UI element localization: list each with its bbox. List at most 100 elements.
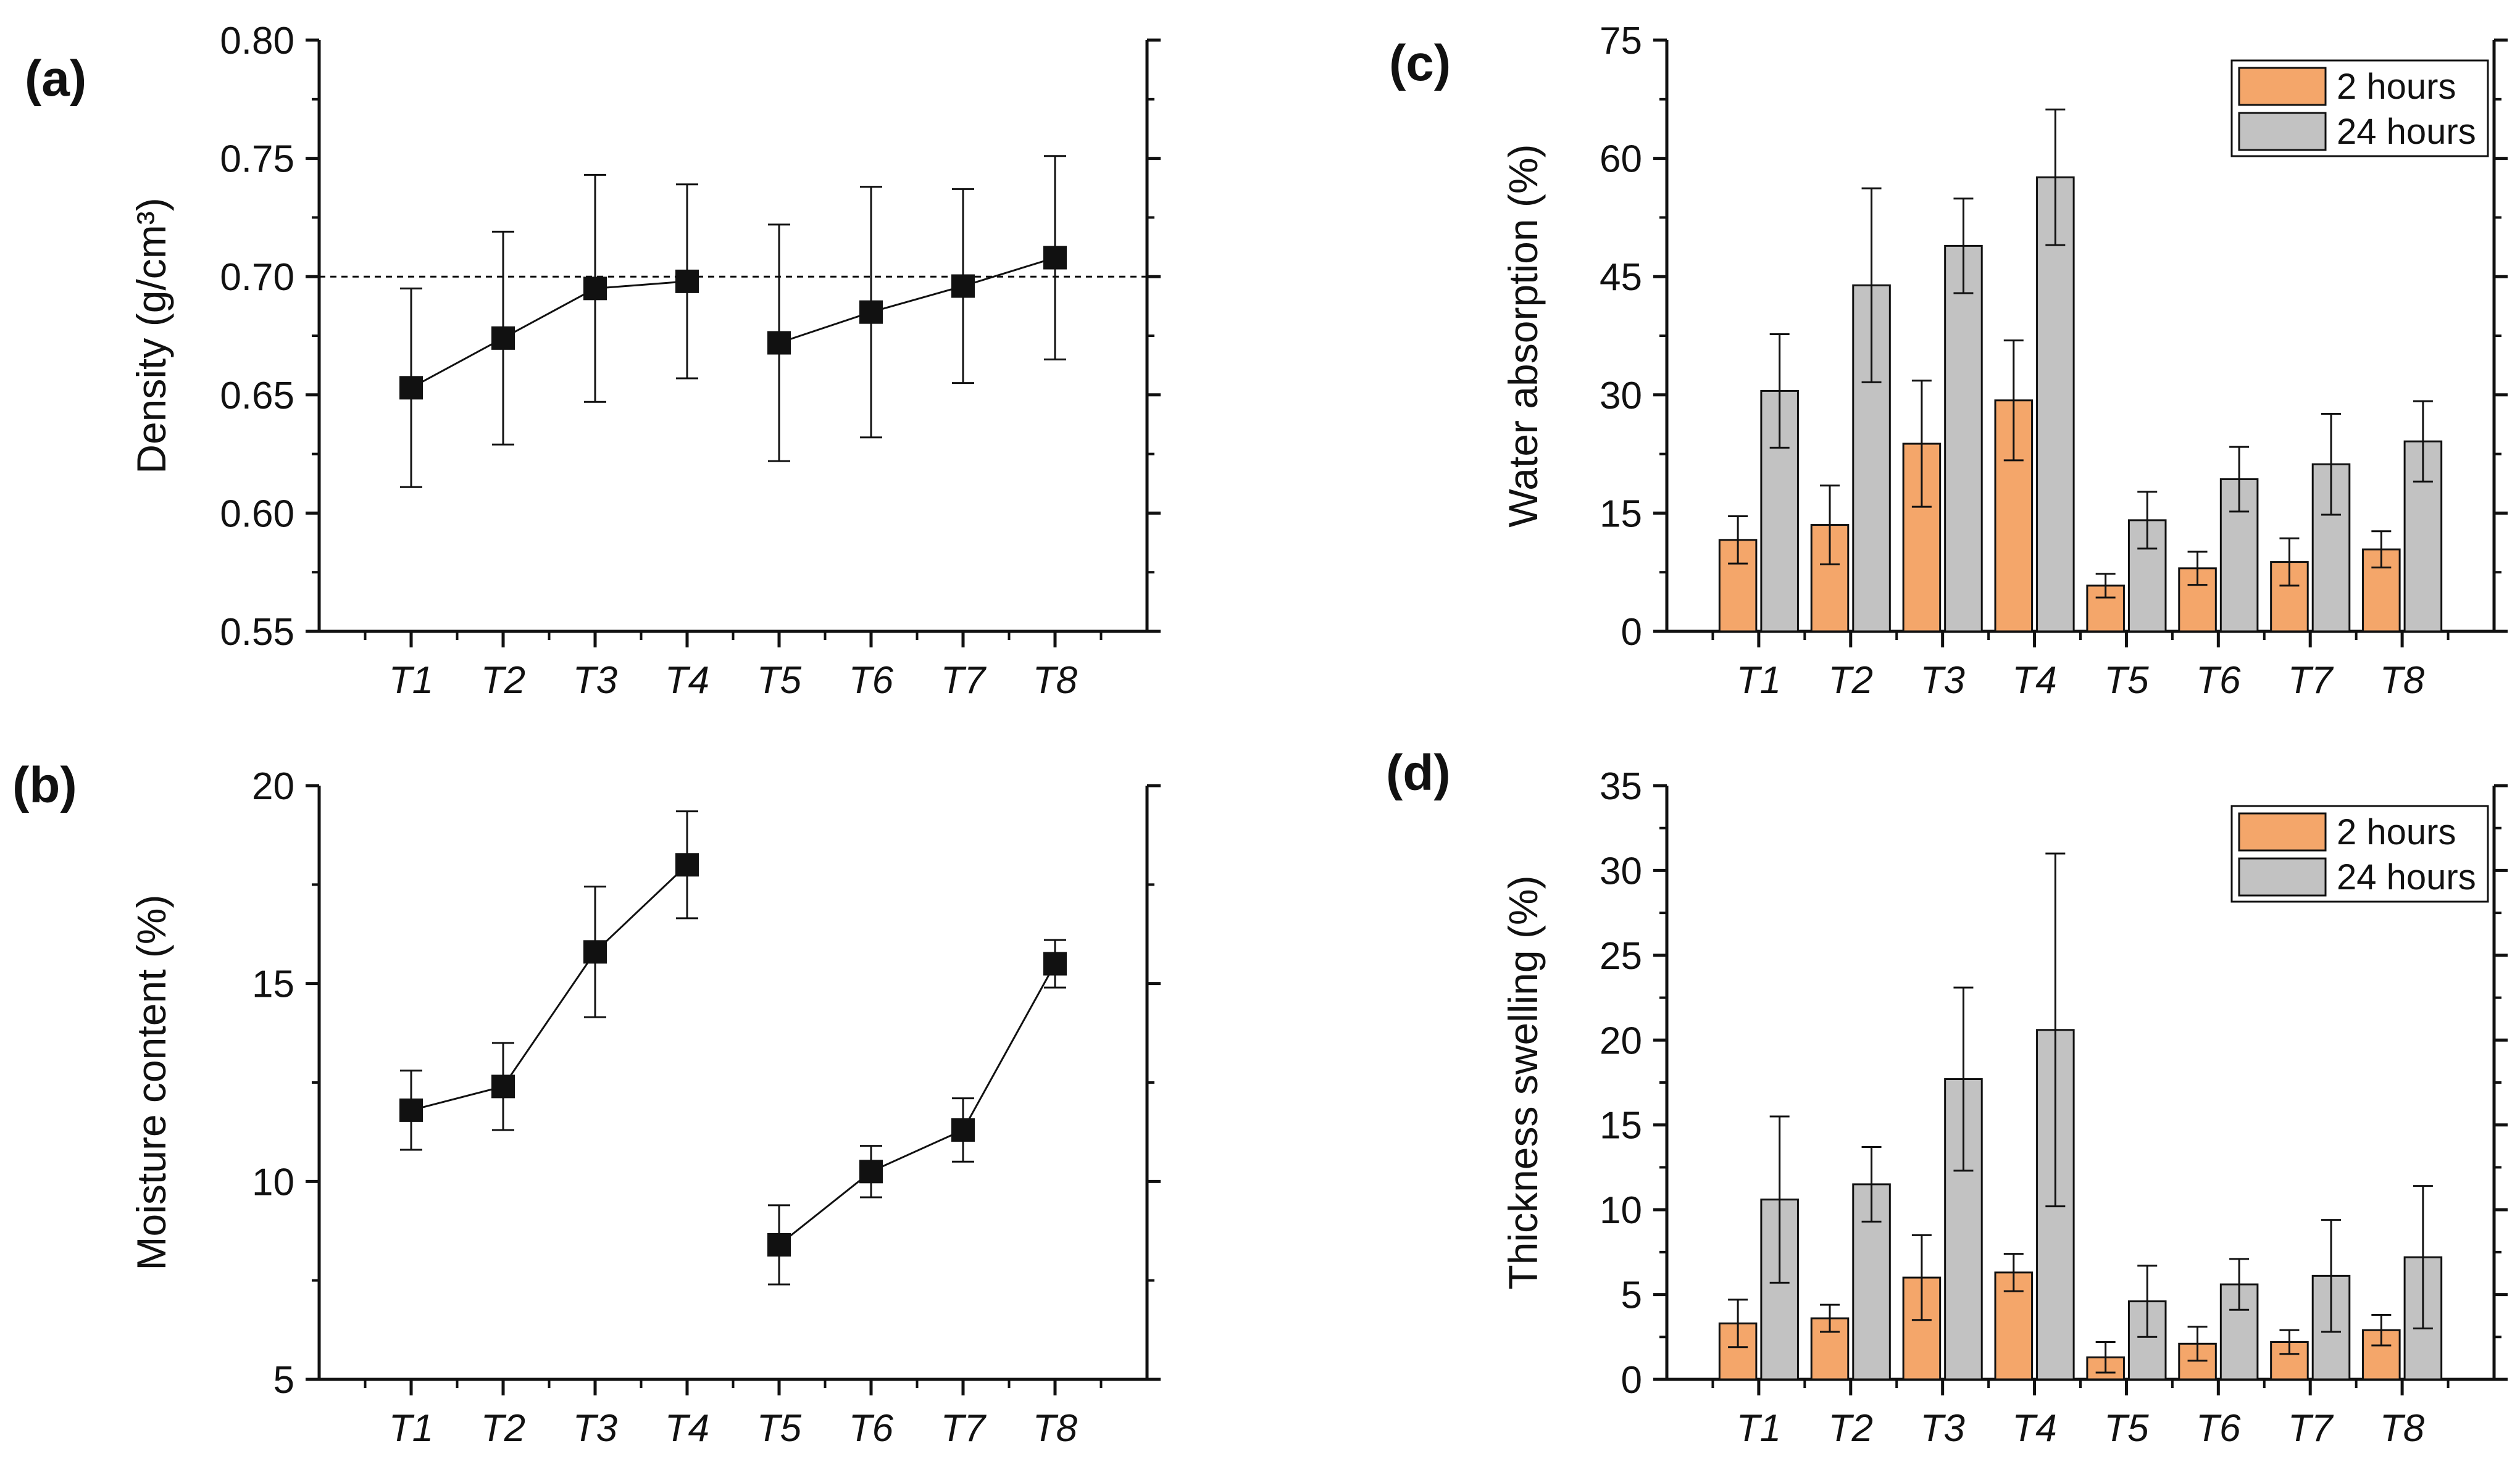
data-point [675,853,699,877]
data-point [859,1160,883,1184]
y-tick-label: 25 [1600,935,1642,978]
x-tick-label: T1 [1737,1407,1781,1450]
data-point [491,1074,515,1099]
y-tick-label: 10 [252,1161,294,1203]
x-tick-label: T7 [2288,1407,2334,1450]
x-tick-label: T3 [1920,659,1964,702]
x-tick-label: T5 [2104,1407,2149,1450]
x-tick-label: T8 [1033,1407,1078,1450]
y-tick-label: 20 [1600,1020,1642,1062]
legend-swatch [2238,112,2327,151]
x-tick-label: T8 [2380,1407,2425,1450]
y-tick-label: 5 [1621,1274,1642,1317]
data-point [767,1232,791,1257]
data-point [951,274,975,298]
panel-d: (d) 0 5 10 15 20 25 30 35 T1 T2 T3 T4 T5 T6 T7 T8 Thickne… [1386,745,2508,1450]
bar [1902,443,1942,633]
y-tick-label: 15 [1600,492,1642,535]
data-point [951,1118,975,1142]
x-tick-label: T7 [941,659,987,702]
x-tick-label: T5 [757,659,802,702]
x-tick-label: T6 [849,1407,894,1450]
legend-label: 2 hours [2337,67,2456,107]
panel-label-c: (c) [1389,35,1451,91]
data-point [583,276,607,301]
x-tick-label: T8 [1033,659,1078,702]
y-tick-label: 45 [1600,256,1642,299]
legend-swatch [2238,812,2327,852]
series-line [778,257,1056,344]
y-tick-label: 0 [1621,1359,1642,1402]
panel-a: (a) 0.55 0.60 0.65 0.70 0.75 0.80 T1 T2 T3 T4 T5 T6 T… [25,20,1161,702]
y-tick-label: 0 [1621,611,1642,654]
x-tick-label: T3 [573,1407,617,1450]
y-tick-label: 5 [273,1359,294,1402]
x-tick-label: T1 [1737,659,1781,702]
y-tick-label: 0.70 [220,256,294,299]
x-tick-label: T6 [849,659,894,702]
data-point [1043,952,1067,976]
x-tick-label: T5 [2104,659,2149,702]
x-tick-label: T4 [2012,659,2056,702]
y-tick-label: 75 [1600,20,1642,62]
y-tick-label: 0.80 [220,20,294,62]
panel-label-a: (a) [25,51,86,107]
x-tick-label: T4 [665,1407,709,1450]
series-line [411,280,688,389]
x-tick-label: T3 [1920,1407,1964,1450]
y-tick-label: 0.75 [220,138,294,181]
data-point [1043,246,1067,270]
panel-c: (c) 0 15 30 45 60 75 T1 T2 T3 T4 T5 T6 T7 T8 Water abso… [1389,20,2508,702]
y-tick-label: 0.65 [220,375,294,417]
x-tick-label: T2 [1829,1407,1873,1450]
panel-label-b: (b) [12,757,77,813]
x-tick-label: T7 [2288,659,2334,702]
panel-label-d: (d) [1386,745,1451,801]
x-tick-label: T2 [1829,659,1873,702]
x-tick-label: T2 [481,1407,525,1450]
x-tick-label: T6 [2196,659,2241,702]
x-tick-label: T6 [2196,1407,2241,1450]
y-tick-label: 30 [1600,850,1642,892]
series-line [411,864,688,1112]
data-point [491,326,515,350]
y-tick-label: 15 [1600,1105,1642,1147]
y-tick-label: 35 [1600,765,1642,808]
legend-swatch [2238,67,2327,106]
y-axis-title: Moisture content (%) [128,895,174,1271]
data-point [859,300,883,324]
x-tick-label: T7 [941,1407,987,1450]
y-tick-label: 20 [252,765,294,808]
data-point [399,1098,423,1122]
x-tick-label: T4 [665,659,709,702]
data-point [767,331,791,355]
legend-label: 24 hours [2337,857,2476,897]
x-tick-label: T8 [2380,659,2425,702]
x-tick-label: T3 [573,659,617,702]
legend-swatch [2238,857,2327,897]
x-tick-label: T2 [481,659,525,702]
data-point [675,269,699,293]
y-tick-label: 15 [252,963,294,1006]
legend-label: 24 hours [2337,112,2476,152]
x-tick-label: T1 [389,1407,433,1450]
y-tick-label: 10 [1600,1189,1642,1232]
y-tick-label: 30 [1600,375,1642,417]
x-tick-label: T1 [389,659,433,702]
panel-b: (b) 5 10 15 20 T1 T2 T3 T4 T5 T6 T7 T8 Moisture conte… [12,757,1161,1450]
y-tick-label: 0.55 [220,611,294,654]
legend-label: 2 hours [2337,812,2456,852]
y-axis-title: Density (g/cm³) [128,197,174,473]
bar [1944,244,1983,633]
x-tick-label: T5 [757,1407,802,1450]
y-axis-title: Thickness swelling (%) [1500,875,1546,1289]
series-line [778,963,1056,1246]
data-point [399,376,423,400]
y-axis-title: Water absorption (%) [1500,144,1546,527]
y-tick-label: 60 [1600,138,1642,181]
data-point [583,940,607,964]
bar [2036,176,2075,633]
x-tick-label: T4 [2012,1407,2056,1450]
y-tick-label: 0.60 [220,492,294,535]
